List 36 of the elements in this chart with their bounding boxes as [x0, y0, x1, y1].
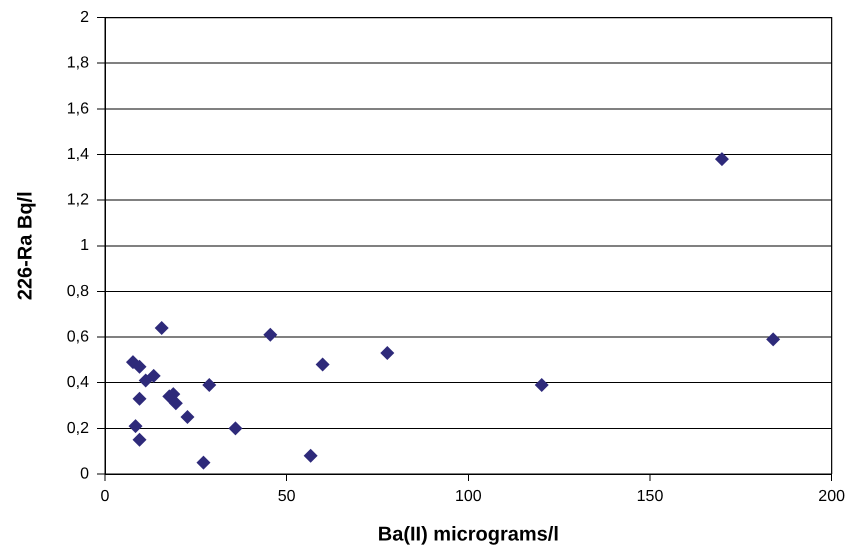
point	[380, 346, 394, 360]
y-tick-label: 1,2	[66, 192, 90, 209]
point	[132, 360, 147, 374]
y-tick-label: 2	[80, 9, 90, 26]
y-tick-label: 1,6	[66, 100, 90, 118]
point	[316, 357, 330, 372]
point	[180, 410, 194, 424]
y-tick-label: 0,4	[66, 374, 90, 392]
point	[714, 152, 729, 166]
y-tick-label: 1,8	[66, 54, 90, 72]
y-tick-label: 0,2	[66, 420, 90, 437]
x-tick-label: 50	[278, 488, 296, 506]
point	[128, 419, 143, 434]
x-tick-label: 150	[636, 488, 664, 506]
point	[154, 320, 169, 335]
point	[168, 396, 183, 410]
point	[132, 432, 147, 447]
point	[304, 448, 318, 463]
x-tick-label: 100	[454, 488, 482, 506]
y-tick-label: 1	[80, 237, 90, 254]
y-tick-label: 1,4	[66, 146, 90, 163]
x-tick-label: 0	[100, 488, 110, 506]
y-axis-title: 226-Ra Bq/l	[14, 191, 37, 300]
point	[196, 456, 210, 470]
point	[263, 328, 278, 342]
point	[766, 332, 780, 346]
y-tick-label: 0,8	[66, 282, 90, 300]
x-tick-label: 200	[818, 488, 846, 506]
x-axis-title: Ba(II) micrograms/l	[378, 524, 559, 546]
y-tick-label: 0,6	[66, 328, 90, 346]
point	[202, 378, 216, 392]
point	[132, 392, 147, 406]
point	[534, 378, 549, 392]
point	[228, 421, 242, 436]
point	[138, 373, 153, 388]
y-tick-label: 0	[80, 465, 90, 482]
